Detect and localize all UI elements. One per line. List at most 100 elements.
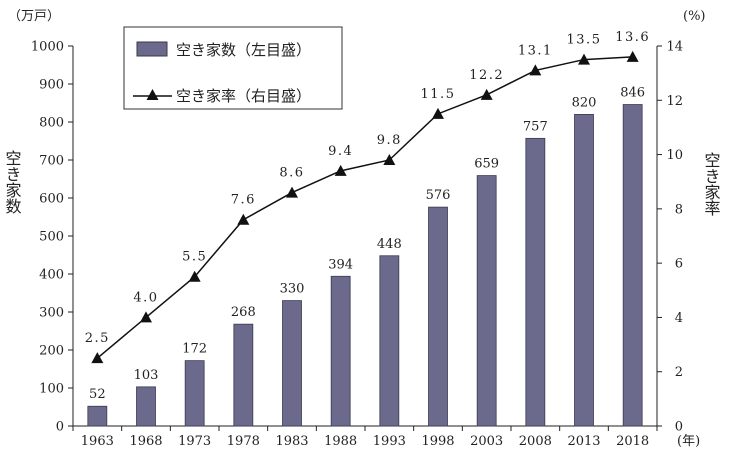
x-tick-label: 2018 <box>616 434 649 449</box>
right-tick-label: 14 <box>666 40 683 55</box>
x-tick-label: 1968 <box>129 434 162 449</box>
left-tick-label: 0 <box>56 420 64 435</box>
rate-marker <box>188 270 201 282</box>
rate-marker <box>286 186 298 198</box>
bar <box>184 360 205 427</box>
bar-value-label: 576 <box>426 188 451 203</box>
bar-value-label: 757 <box>523 119 548 134</box>
bar <box>233 323 254 427</box>
left-tick-label: 300 <box>39 306 64 321</box>
x-tick-label: 1978 <box>227 434 260 449</box>
legend-bar-swatch <box>136 41 168 57</box>
rate-marker <box>432 107 444 119</box>
rate-marker <box>626 50 639 62</box>
x-tick-label: 2003 <box>470 434 503 449</box>
bar-value-label: 659 <box>474 157 499 172</box>
line-series <box>91 50 639 364</box>
left-tick-label: 200 <box>39 344 64 359</box>
left-tick-label: 400 <box>39 268 64 283</box>
rate-marker <box>237 213 250 225</box>
bar-value-label: 330 <box>280 282 305 297</box>
rate-marker <box>334 164 347 176</box>
rate-marker <box>383 154 396 165</box>
left-axis-unit: （万戸） <box>8 9 60 24</box>
right-tick-label: 8 <box>675 202 683 217</box>
bar <box>282 300 302 427</box>
x-tick-label: 1963 <box>81 434 114 449</box>
bar <box>574 114 594 427</box>
rate-marker <box>529 64 542 76</box>
rate-marker <box>91 352 104 364</box>
x-axis-unit: (年) <box>677 434 700 449</box>
right-tick-label: 6 <box>675 257 683 272</box>
left-tick-label: 500 <box>39 230 64 245</box>
left-tick-label: 100 <box>39 382 64 397</box>
legend: 空き家数（左目盛） 空き家率（右目盛） <box>123 26 343 110</box>
bar-value-label: 268 <box>231 305 256 320</box>
bar-value-label: 172 <box>182 342 207 357</box>
bar-series <box>87 104 643 427</box>
bar-value-label: 103 <box>134 368 159 383</box>
x-tick-label: 1988 <box>324 434 357 449</box>
legend-bar-label: 空き家数（左目盛） <box>176 41 311 59</box>
right-tick-label: 4 <box>675 311 683 326</box>
bar <box>136 386 156 427</box>
rate-line <box>96 56 633 359</box>
rate-value-label: 8.6 <box>279 166 304 181</box>
bar <box>87 405 108 427</box>
x-tick-label: 1973 <box>178 434 211 449</box>
rate-value-label: 7.6 <box>231 193 256 208</box>
bar <box>622 104 643 427</box>
bar-labels: 52 103 172 268 330 394 448 576 659 757 820 846 <box>89 86 645 403</box>
right-tick-label: 10 <box>666 148 683 163</box>
left-tick-label: 1000 <box>31 40 64 55</box>
left-tick-label: 700 <box>39 154 64 169</box>
left-axis-title: 空き家数 <box>3 150 22 214</box>
rate-value-label: 9.4 <box>328 144 353 159</box>
x-tick-label: 2008 <box>519 434 552 449</box>
x-tick-label: 2013 <box>567 434 600 449</box>
x-tick-label: 1983 <box>275 434 308 449</box>
rate-marker <box>140 311 152 323</box>
rate-marker <box>480 88 493 100</box>
legend-line-label: 空き家率（右目盛） <box>176 87 311 105</box>
bar-value-label: 820 <box>572 95 597 110</box>
left-tick-label: 600 <box>39 192 64 207</box>
bar <box>379 255 400 427</box>
rate-marker <box>578 53 590 65</box>
x-tick-label: 1993 <box>373 434 406 449</box>
right-axis-unit: (%) <box>683 9 706 24</box>
left-tick-label: 900 <box>39 78 64 93</box>
x-tick-labels: 1963 1968 1973 1978 1983 1988 1993 1998 2003 2008… <box>81 434 649 449</box>
rate-value-label: 4.0 <box>133 290 158 305</box>
right-tick-label: 2 <box>675 365 683 380</box>
rate-value-label: 12.2 <box>469 68 504 83</box>
bar-value-label: 52 <box>89 387 106 402</box>
bar <box>428 206 448 427</box>
bar <box>330 275 351 427</box>
bar <box>476 175 497 427</box>
right-axis-title: 空き家率 <box>702 152 721 216</box>
bar-value-label: 448 <box>377 237 402 252</box>
left-tick-labels: 0 100 200 300 400 500 600 700 800 900 1000 <box>31 40 64 435</box>
left-tick-label: 800 <box>39 116 64 131</box>
right-tick-label: 12 <box>666 94 683 109</box>
rate-value-label: 13.5 <box>567 33 602 48</box>
rate-value-label: 2.5 <box>85 331 110 346</box>
rate-value-label: 11.5 <box>421 87 456 102</box>
rate-value-label: 13.1 <box>518 43 553 58</box>
rate-value-label: 5.5 <box>182 250 207 265</box>
right-tick-labels: 0 2 4 6 8 10 12 14 <box>666 40 683 435</box>
legend-line-marker <box>146 89 159 100</box>
right-tick-label: 0 <box>675 420 683 435</box>
bar <box>525 137 546 427</box>
rate-value-label: 13.6 <box>615 30 650 45</box>
bar-value-label: 394 <box>328 257 353 272</box>
line-labels: 2.5 4.0 5.5 7.6 8.6 9.4 9.8 11.5 12.2 13.1 13.5 13.… <box>85 30 650 346</box>
bar-value-label: 846 <box>620 86 645 101</box>
rate-value-label: 9.8 <box>377 133 402 148</box>
x-tick-label: 1998 <box>421 434 454 449</box>
axes <box>68 45 662 431</box>
